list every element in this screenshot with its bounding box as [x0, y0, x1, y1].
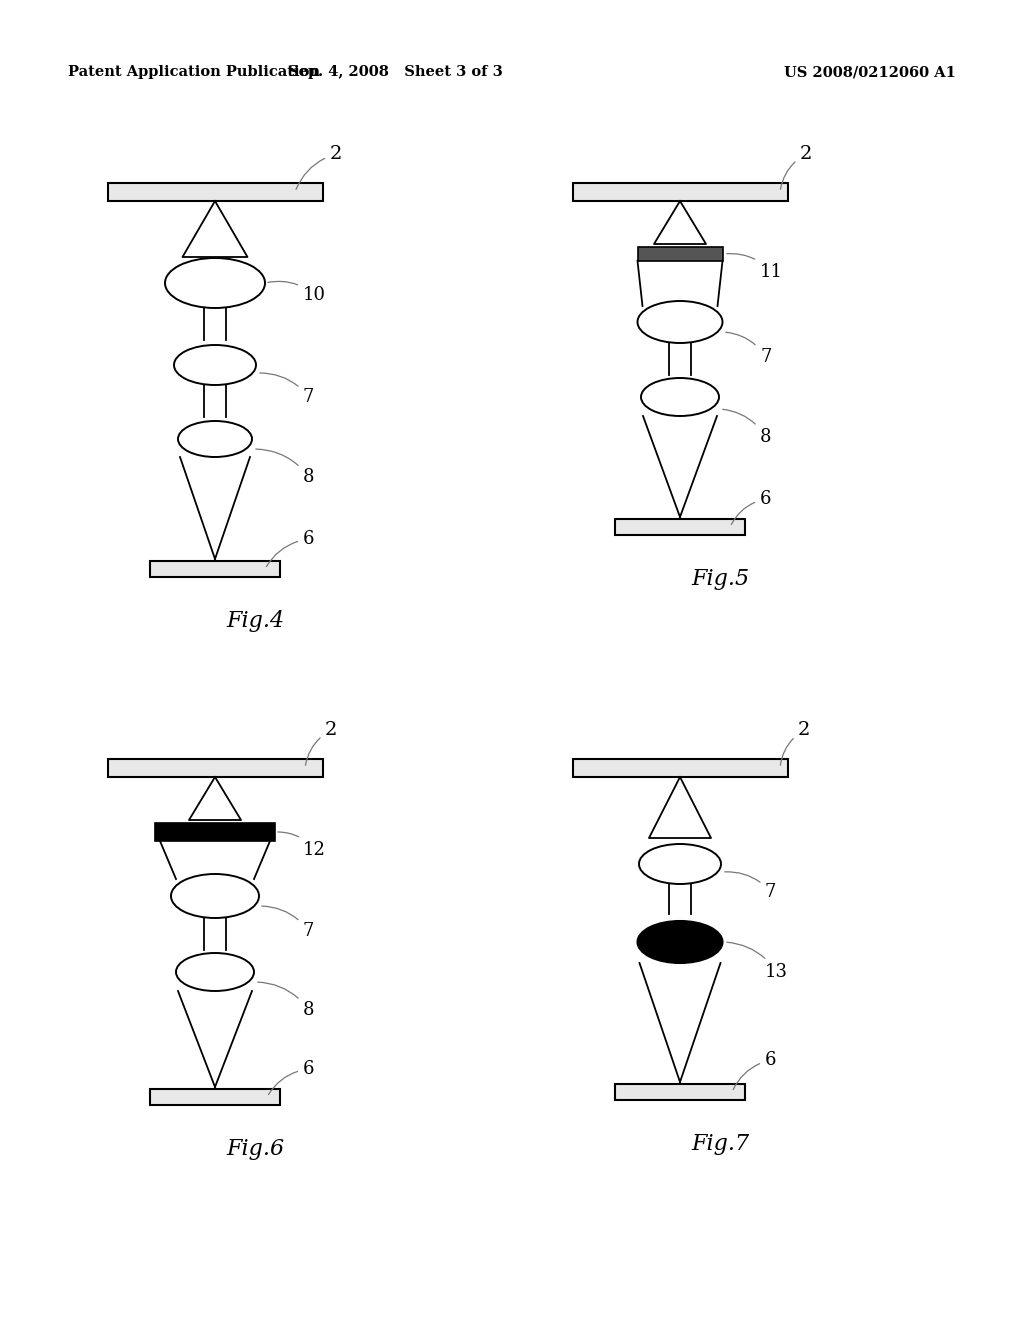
Text: 2: 2 [780, 145, 812, 189]
Bar [615, 1084, 745, 1100]
Text: Fig.6: Fig.6 [226, 1138, 284, 1160]
Ellipse shape [641, 378, 719, 416]
Text: 6: 6 [731, 490, 771, 524]
Text: 11: 11 [727, 253, 783, 281]
Ellipse shape [176, 953, 254, 991]
Bar [108, 183, 323, 201]
Bar [155, 822, 275, 841]
Text: Fig.5: Fig.5 [691, 568, 750, 590]
Text: 13: 13 [727, 942, 788, 981]
Text: 8: 8 [723, 409, 771, 446]
Text: 2: 2 [780, 721, 810, 766]
Bar [572, 183, 787, 201]
Text: 6: 6 [733, 1051, 776, 1089]
Ellipse shape [178, 421, 252, 457]
Text: 6: 6 [268, 1060, 314, 1094]
Bar [150, 561, 280, 577]
Bar [638, 247, 723, 261]
Text: 8: 8 [256, 449, 314, 486]
Ellipse shape [174, 345, 256, 385]
Text: 2: 2 [296, 145, 342, 189]
Text: 7: 7 [262, 906, 314, 940]
Bar [108, 759, 323, 777]
Text: 8: 8 [258, 982, 314, 1019]
Text: 6: 6 [266, 531, 314, 566]
Ellipse shape [638, 301, 723, 343]
Text: 7: 7 [725, 871, 776, 902]
Bar [150, 1089, 280, 1105]
Text: Patent Application Publication: Patent Application Publication [68, 65, 319, 79]
Text: Sep. 4, 2008   Sheet 3 of 3: Sep. 4, 2008 Sheet 3 of 3 [288, 65, 503, 79]
Text: 10: 10 [267, 281, 326, 304]
Bar [615, 519, 745, 535]
Ellipse shape [639, 843, 721, 884]
Text: 2: 2 [305, 721, 337, 766]
Text: Fig.4: Fig.4 [226, 610, 284, 632]
Text: Fig.7: Fig.7 [691, 1133, 750, 1155]
Ellipse shape [171, 874, 259, 917]
Text: US 2008/0212060 A1: US 2008/0212060 A1 [784, 65, 956, 79]
Text: 12: 12 [278, 832, 326, 859]
Text: 7: 7 [726, 333, 771, 366]
Ellipse shape [165, 257, 265, 308]
Text: 7: 7 [260, 374, 314, 407]
Ellipse shape [638, 921, 723, 964]
Bar [572, 759, 787, 777]
